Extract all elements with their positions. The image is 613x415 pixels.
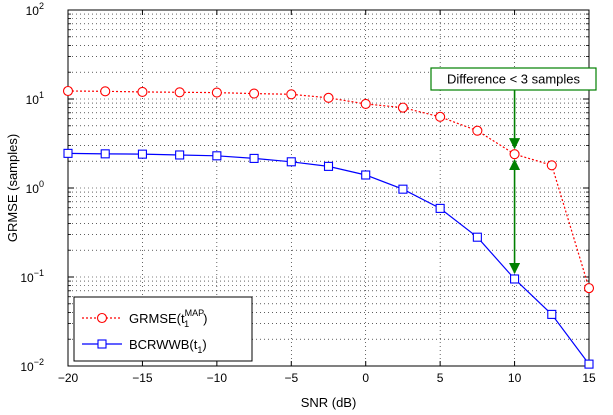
- annotation-text: Difference < 3 samples: [447, 72, 581, 87]
- series-line: [67, 90, 590, 289]
- y-tick-label: 101: [26, 90, 44, 107]
- data-point: [583, 283, 595, 294]
- data-point: [472, 125, 483, 136]
- annotation: Difference < 3 samples: [430, 67, 597, 275]
- ticks: −20 −15 −10 −5 0 5 10 15 10−2 10−1 100 101 102: [20, 1, 596, 385]
- y-tick-label: 100: [26, 179, 44, 196]
- x-tick-label: 10: [508, 371, 522, 385]
- x-tick-label: 15: [582, 371, 596, 385]
- data-point: [397, 102, 408, 113]
- annotation-box: [430, 67, 597, 91]
- data-point: [510, 274, 520, 284]
- data-point: [63, 148, 73, 158]
- data-point: [435, 111, 446, 122]
- data-point: [323, 92, 334, 103]
- data-point: [361, 170, 371, 180]
- data-point: [249, 88, 260, 99]
- y-axis-label: GRMSE (samples): [5, 134, 20, 242]
- data-point: [100, 149, 110, 159]
- x-tick-label: −5: [284, 371, 298, 385]
- series-grmse-map: [62, 85, 595, 294]
- data-point: [546, 160, 557, 171]
- series-bcrwwb: [63, 148, 594, 369]
- x-tick-label: 0: [362, 371, 369, 385]
- data-point: [62, 85, 74, 97]
- data-point: [100, 86, 111, 97]
- data-point: [398, 184, 408, 194]
- data-point: [249, 153, 259, 163]
- legend-marker: [97, 339, 107, 349]
- legend-label: GRMSE(tMAP 1): [129, 308, 208, 329]
- legend-label: BCRWWB(t1): [129, 337, 207, 355]
- data-point: [547, 309, 557, 319]
- data-point: [286, 157, 296, 167]
- series-layer: [62, 85, 595, 369]
- data-point: [137, 149, 147, 159]
- data-point: [212, 151, 222, 161]
- y-tick-label: 10−2: [20, 357, 44, 374]
- data-point: [175, 150, 185, 160]
- x-tick-label: 5: [437, 371, 444, 385]
- x-tick-label: −10: [207, 371, 228, 385]
- data-point: [174, 87, 185, 98]
- data-point: [137, 86, 148, 98]
- y-tick-label: 10−1: [20, 268, 44, 285]
- legend: GRMSE(tMAP 1) BCRWWB(t1): [73, 296, 253, 362]
- data-point: [323, 161, 334, 171]
- data-point: [211, 87, 222, 98]
- data-point: [509, 149, 520, 160]
- x-tick-label: −15: [132, 371, 153, 385]
- data-point: [472, 232, 482, 242]
- data-point: [584, 359, 594, 369]
- legend-marker: [96, 312, 108, 324]
- data-point: [286, 89, 297, 100]
- data-point: [360, 98, 371, 109]
- y-tick-label: 102: [26, 1, 44, 18]
- legend-box: [73, 296, 253, 362]
- grid: [68, 10, 589, 366]
- x-tick-label: −20: [58, 371, 79, 385]
- x-axis-label: SNR (dB): [301, 395, 357, 410]
- data-point: [435, 203, 445, 213]
